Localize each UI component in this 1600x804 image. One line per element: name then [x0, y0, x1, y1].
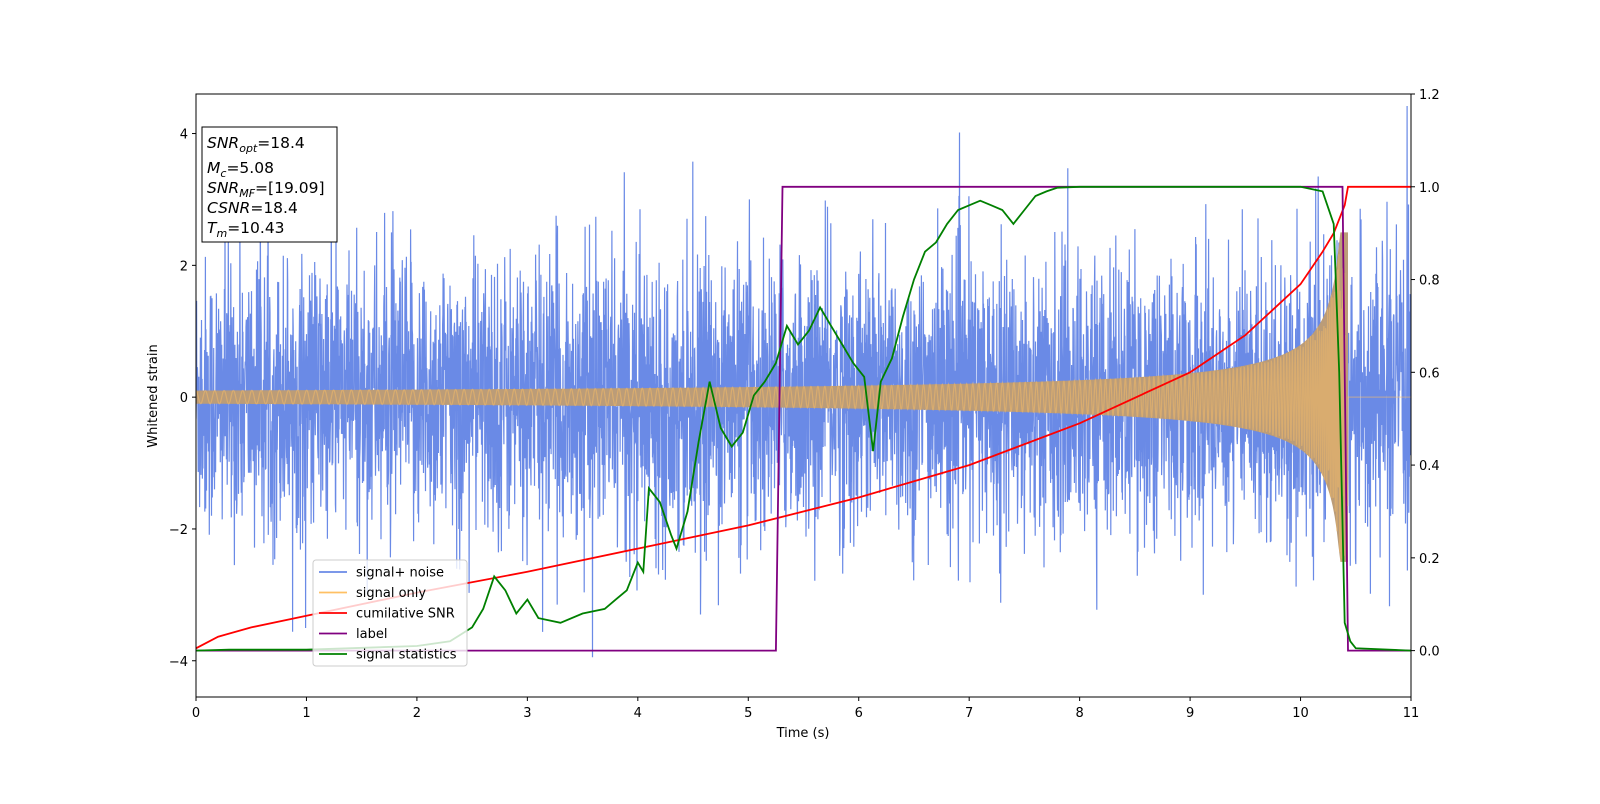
info-mc: Mc=5.08 [207, 159, 274, 180]
y-axis-label: Whitened strain [146, 344, 161, 447]
series-signal-plus-noise [196, 105, 1411, 658]
y-right-tick-label: 0.4 [1419, 459, 1440, 474]
x-axis-label: Time (s) [776, 726, 830, 741]
y-right-tick-label: 0.6 [1419, 366, 1440, 381]
y-axis-right: 1.2 1.0 0.8 0.6 0.4 0.2 0.0 [1411, 88, 1440, 660]
legend-frame [312, 559, 468, 667]
x-tick-label: 8 [1075, 706, 1083, 721]
x-tick-label: 3 [523, 706, 531, 721]
series-signal-only-envelope [196, 232, 1348, 562]
legend-label-signal-statistics: signal statistics [356, 648, 457, 663]
info-snr-opt: SNRopt=18.4 [207, 134, 305, 155]
info-csnr: CSNR=18.4 [207, 199, 298, 217]
x-tick-label: 10 [1292, 706, 1309, 721]
x-tick-label: 9 [1186, 706, 1194, 721]
info-snr-mf: SNRMF=[19.09] [207, 179, 325, 200]
series-signal-statistics [196, 185, 1411, 652]
y-left-tick-label: −2 [169, 523, 188, 538]
y-right-tick-label: 1.0 [1419, 181, 1440, 196]
y-axis-left: 4 2 0 −2 −4 [169, 128, 196, 670]
plot-frame [195, 93, 1412, 698]
y-right-tick-label: 0.0 [1419, 645, 1440, 660]
y-right-tick-label: 1.2 [1419, 88, 1440, 103]
y-right-tick-label: 0.8 [1419, 274, 1440, 289]
x-tick-label: 5 [744, 706, 752, 721]
series-signal-only [196, 238, 1411, 562]
right-axis-series [196, 185, 1411, 652]
y-right-tick-label: 0.2 [1419, 552, 1440, 567]
legend-label-signal-noise: signal+ noise [356, 566, 444, 581]
y-left-tick-label: 2 [180, 259, 188, 274]
x-tick-label: 7 [965, 706, 973, 721]
plot-area [196, 105, 1411, 658]
x-tick-label: 1 [302, 706, 310, 721]
legend-label-label: label [356, 627, 387, 642]
y-left-tick-label: −4 [169, 655, 188, 670]
x-tick-label: 2 [413, 706, 421, 721]
x-tick-label: 4 [634, 706, 642, 721]
legend-label-signal-only: signal only [356, 586, 426, 601]
x-axis: 0 1 2 3 4 5 6 7 8 9 10 11 [192, 697, 1419, 721]
x-tick-label: 0 [192, 706, 200, 721]
legend: signal+ noise signal only cumilative SNR la… [312, 559, 468, 667]
x-tick-label: 11 [1403, 706, 1420, 721]
info-box: SNRopt=18.4 Mc=5.08 SNRMF=[19.09] CSNR=1… [201, 126, 338, 243]
info-tm: Tm=10.43 [207, 219, 285, 240]
x-tick-label: 6 [855, 706, 863, 721]
legend-label-cumilative-snr: cumilative SNR [356, 607, 455, 622]
y-left-tick-label: 0 [180, 391, 188, 406]
y-left-tick-label: 4 [180, 128, 188, 143]
